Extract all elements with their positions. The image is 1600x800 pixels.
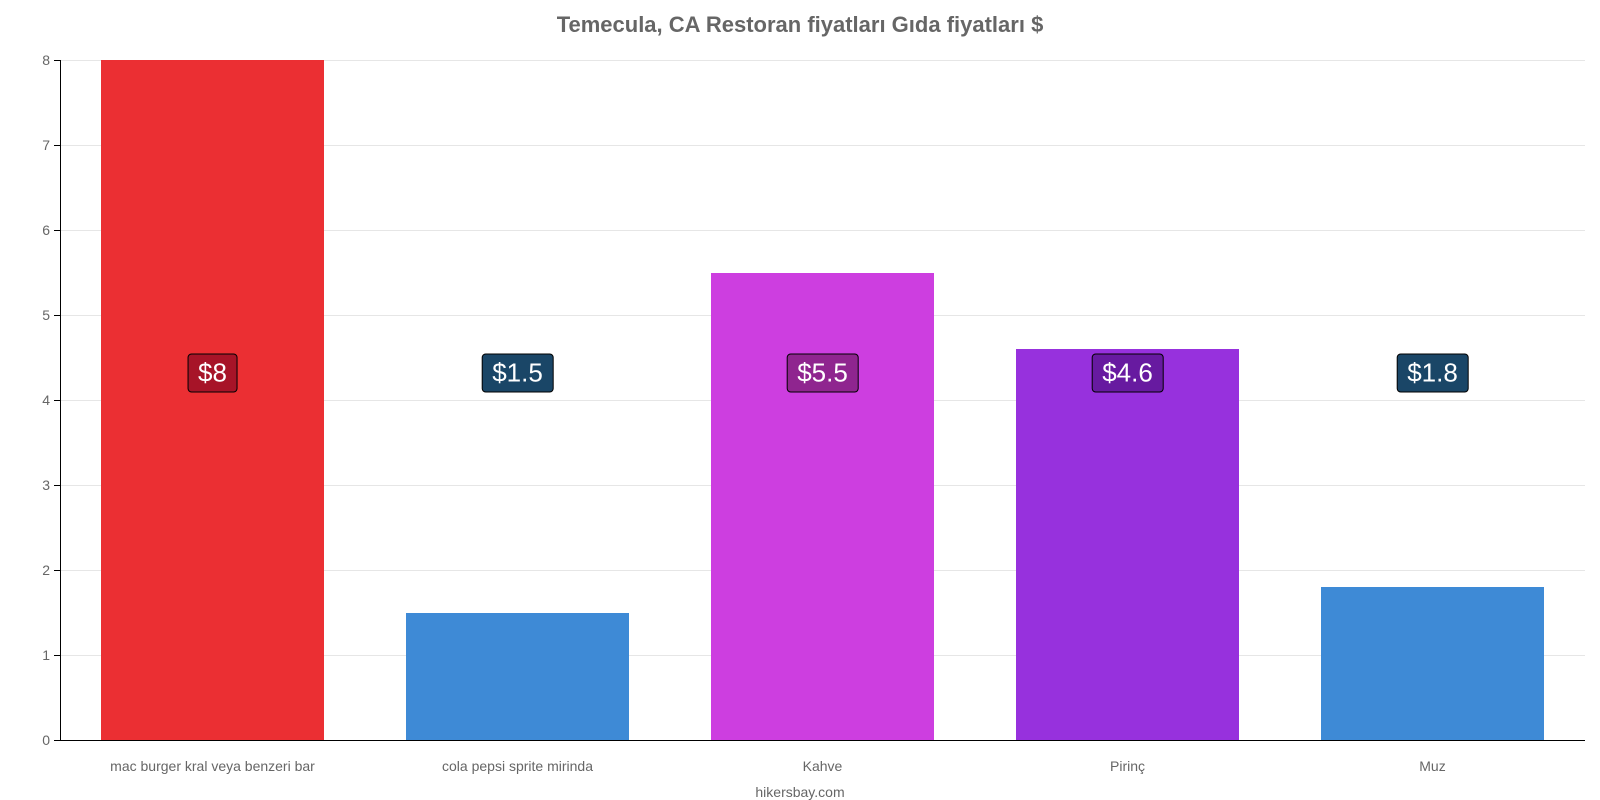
x-tick-label: Pirinç (1110, 758, 1145, 774)
x-tick-label: Muz (1419, 758, 1445, 774)
x-tick-label: Kahve (803, 758, 843, 774)
chart-credit: hikersbay.com (0, 784, 1600, 800)
bar (1016, 349, 1239, 740)
price-bar-chart: Temecula, CA Restoran fiyatları Gıda fiy… (0, 0, 1600, 800)
y-tick-mark (54, 315, 60, 316)
x-tick-label: mac burger kral veya benzeri bar (110, 758, 315, 774)
y-axis (60, 60, 61, 740)
bar (1321, 587, 1544, 740)
y-tick-mark (54, 485, 60, 486)
bar-value-label: $4.6 (1091, 353, 1164, 392)
y-tick-mark (54, 230, 60, 231)
y-tick-label: 3 (20, 477, 50, 493)
y-tick-mark (54, 400, 60, 401)
y-tick-label: 2 (20, 562, 50, 578)
y-tick-label: 0 (20, 732, 50, 748)
y-tick-mark (54, 60, 60, 61)
bar (711, 273, 934, 741)
y-tick-mark (54, 740, 60, 741)
y-tick-label: 7 (20, 137, 50, 153)
bar-value-label: $1.5 (481, 353, 554, 392)
bar-value-label: $5.5 (786, 353, 859, 392)
y-tick-label: 1 (20, 647, 50, 663)
y-tick-mark (54, 655, 60, 656)
y-tick-label: 8 (20, 52, 50, 68)
plot-area: 012345678$8mac burger kral veya benzeri … (60, 60, 1585, 740)
chart-title: Temecula, CA Restoran fiyatları Gıda fiy… (0, 12, 1600, 38)
y-tick-label: 5 (20, 307, 50, 323)
bar (406, 613, 629, 741)
bar-value-label: $1.8 (1396, 353, 1469, 392)
y-tick-mark (54, 145, 60, 146)
x-tick-label: cola pepsi sprite mirinda (442, 758, 593, 774)
y-tick-label: 4 (20, 392, 50, 408)
x-axis (60, 740, 1585, 741)
bar (101, 60, 324, 740)
y-tick-mark (54, 570, 60, 571)
y-tick-label: 6 (20, 222, 50, 238)
bar-value-label: $8 (187, 353, 238, 392)
